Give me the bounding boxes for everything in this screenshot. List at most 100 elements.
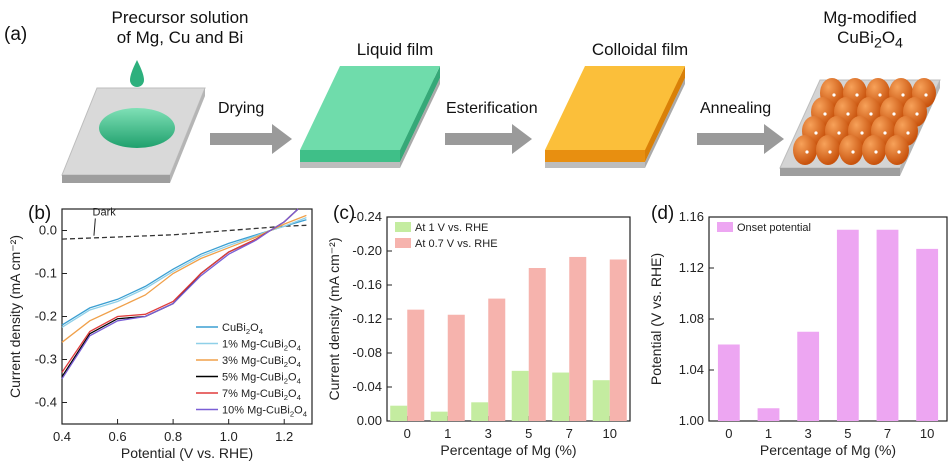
x-tick-label: 7 xyxy=(566,426,573,441)
panel-d-label: (d) xyxy=(651,203,675,224)
x-tick-label: 3 xyxy=(805,426,812,441)
x-axis-label: Potential (V vs. RHE) xyxy=(121,445,253,461)
y-axis-label: Current density (mA cm⁻²) xyxy=(326,238,342,401)
particle-dot xyxy=(828,150,832,154)
annealing-arrow xyxy=(697,124,784,154)
panel-c-label: (c) xyxy=(333,203,356,224)
particle-dot xyxy=(892,112,896,116)
series-line xyxy=(61,219,307,326)
particle-dot xyxy=(878,93,882,97)
bar xyxy=(592,380,610,421)
x-tick-label: 5 xyxy=(844,426,851,441)
x-tick-label: 1 xyxy=(765,426,772,441)
particle-dot xyxy=(915,112,919,116)
x-tick-label: 1.0 xyxy=(220,429,238,444)
particle xyxy=(816,135,840,165)
particle-dot xyxy=(855,93,859,97)
y-tick-label: 1.04 xyxy=(679,362,704,377)
cubi2o4-particles xyxy=(793,78,936,165)
x-tick-label: 1 xyxy=(444,426,451,441)
legend-label: 7% Mg-CuBi2O4 xyxy=(222,388,302,402)
stage-precursor-label: Precursor solution of Mg, Cu and Bi xyxy=(85,8,275,48)
y-tick-label: 0.00 xyxy=(357,413,382,428)
chart-d-bars: 1.00 1.04 1.08 1.12 1.16 0 1 3 5 7 10 Percentage of… xyxy=(648,209,948,458)
x-axis-label: Percentage of Mg (%) xyxy=(760,442,896,458)
annotation-arrow xyxy=(93,218,96,236)
legend-label: 5% Mg-CuBi2O4 xyxy=(222,372,302,386)
bar xyxy=(447,314,465,421)
y-tick-label: -0.3 xyxy=(35,352,57,367)
legend-label: 1% Mg-CuBi2O4 xyxy=(222,339,302,353)
arrow-esterification-label: Esterification xyxy=(446,100,538,117)
drying-arrow xyxy=(210,124,292,154)
particle-dot xyxy=(924,93,928,97)
bar xyxy=(916,248,939,421)
y-tick-label: 1.00 xyxy=(679,413,704,428)
bar xyxy=(797,331,820,421)
bar xyxy=(471,402,489,421)
stage-precursor-line1: Precursor solution xyxy=(111,8,249,27)
legend-label: 10% Mg-CuBi2O4 xyxy=(222,405,308,419)
plot-frame xyxy=(708,216,948,422)
bar xyxy=(407,309,425,421)
particle-dot xyxy=(897,150,901,154)
arrow-drying-label: Drying xyxy=(218,100,265,117)
particle-dot xyxy=(837,131,841,135)
y-axis-label: Current density (mA cm⁻²) xyxy=(7,235,23,398)
y-tick-label: -0.1 xyxy=(35,266,57,281)
bar xyxy=(757,408,780,421)
liquid-film-block xyxy=(300,66,440,168)
stage-colloidal-film-label: Colloidal film xyxy=(591,40,689,59)
particle-dot xyxy=(906,131,910,135)
y-tick-label: -0.20 xyxy=(352,243,382,258)
particle-dot xyxy=(814,131,818,135)
stage-liquid-film-label: Liquid film xyxy=(356,40,434,59)
x-tick-label: 0 xyxy=(404,426,411,441)
legend-swatch xyxy=(395,238,411,248)
precursor-droplet xyxy=(130,60,144,87)
bar xyxy=(430,411,448,421)
chart-b-lsv: 0.4 0.6 0.8 1.0 1.2 0.0 -0.1 -0.2 -0.3 -0.4 Potent… xyxy=(7,206,313,461)
y-tick-label: 0.0 xyxy=(39,223,57,238)
y-tick-label: 1.16 xyxy=(679,209,704,224)
x-tick-label: 0.8 xyxy=(164,429,182,444)
x-tick-label: 1.2 xyxy=(275,429,293,444)
bar xyxy=(552,372,570,421)
legend-label: At 0.7 V vs. RHE xyxy=(415,238,498,250)
stage-precursor-line2: of Mg, Cu and Bi xyxy=(116,28,244,47)
panel-a-schematic xyxy=(61,60,941,183)
legend-label: At 1 V vs. RHE xyxy=(415,222,488,234)
y-tick-label: 1.12 xyxy=(679,260,704,275)
bar xyxy=(876,229,899,421)
y-tick-label: 1.08 xyxy=(679,311,704,326)
bar xyxy=(836,229,859,421)
particle-dot xyxy=(846,112,850,116)
stage-mg-modified-label: Mg-modified CuBi2O4 xyxy=(810,8,930,53)
y-tick-label: -0.08 xyxy=(352,345,382,360)
bar xyxy=(390,405,408,421)
particle-dot xyxy=(860,131,864,135)
particle xyxy=(793,135,817,165)
stage-mg-modified-line1: Mg-modified xyxy=(823,8,917,27)
legend-label: Onset potential xyxy=(737,222,811,234)
y-tick-label: -0.12 xyxy=(352,311,382,326)
bar xyxy=(717,344,740,421)
x-tick-label: 7 xyxy=(884,426,891,441)
series-line xyxy=(61,224,307,240)
x-tick-label: 10 xyxy=(603,426,617,441)
y-axis-label: Potential (V vs. RHE) xyxy=(648,253,664,385)
x-tick-label: 5 xyxy=(525,426,532,441)
particle-dot xyxy=(823,112,827,116)
particle-dot xyxy=(874,150,878,154)
x-axis-label: Percentage of Mg (%) xyxy=(440,442,576,458)
y-tick-label: -0.24 xyxy=(352,209,382,224)
legend-label: CuBi2O4 xyxy=(222,322,264,336)
bar xyxy=(609,259,627,421)
panel-b-label: (b) xyxy=(28,203,52,224)
x-tick-label: 3 xyxy=(485,426,492,441)
x-tick-label: 0.6 xyxy=(109,429,127,444)
legend-swatch xyxy=(395,222,411,232)
particle xyxy=(885,135,909,165)
series-line xyxy=(61,208,299,380)
esterification-arrow xyxy=(445,124,532,154)
